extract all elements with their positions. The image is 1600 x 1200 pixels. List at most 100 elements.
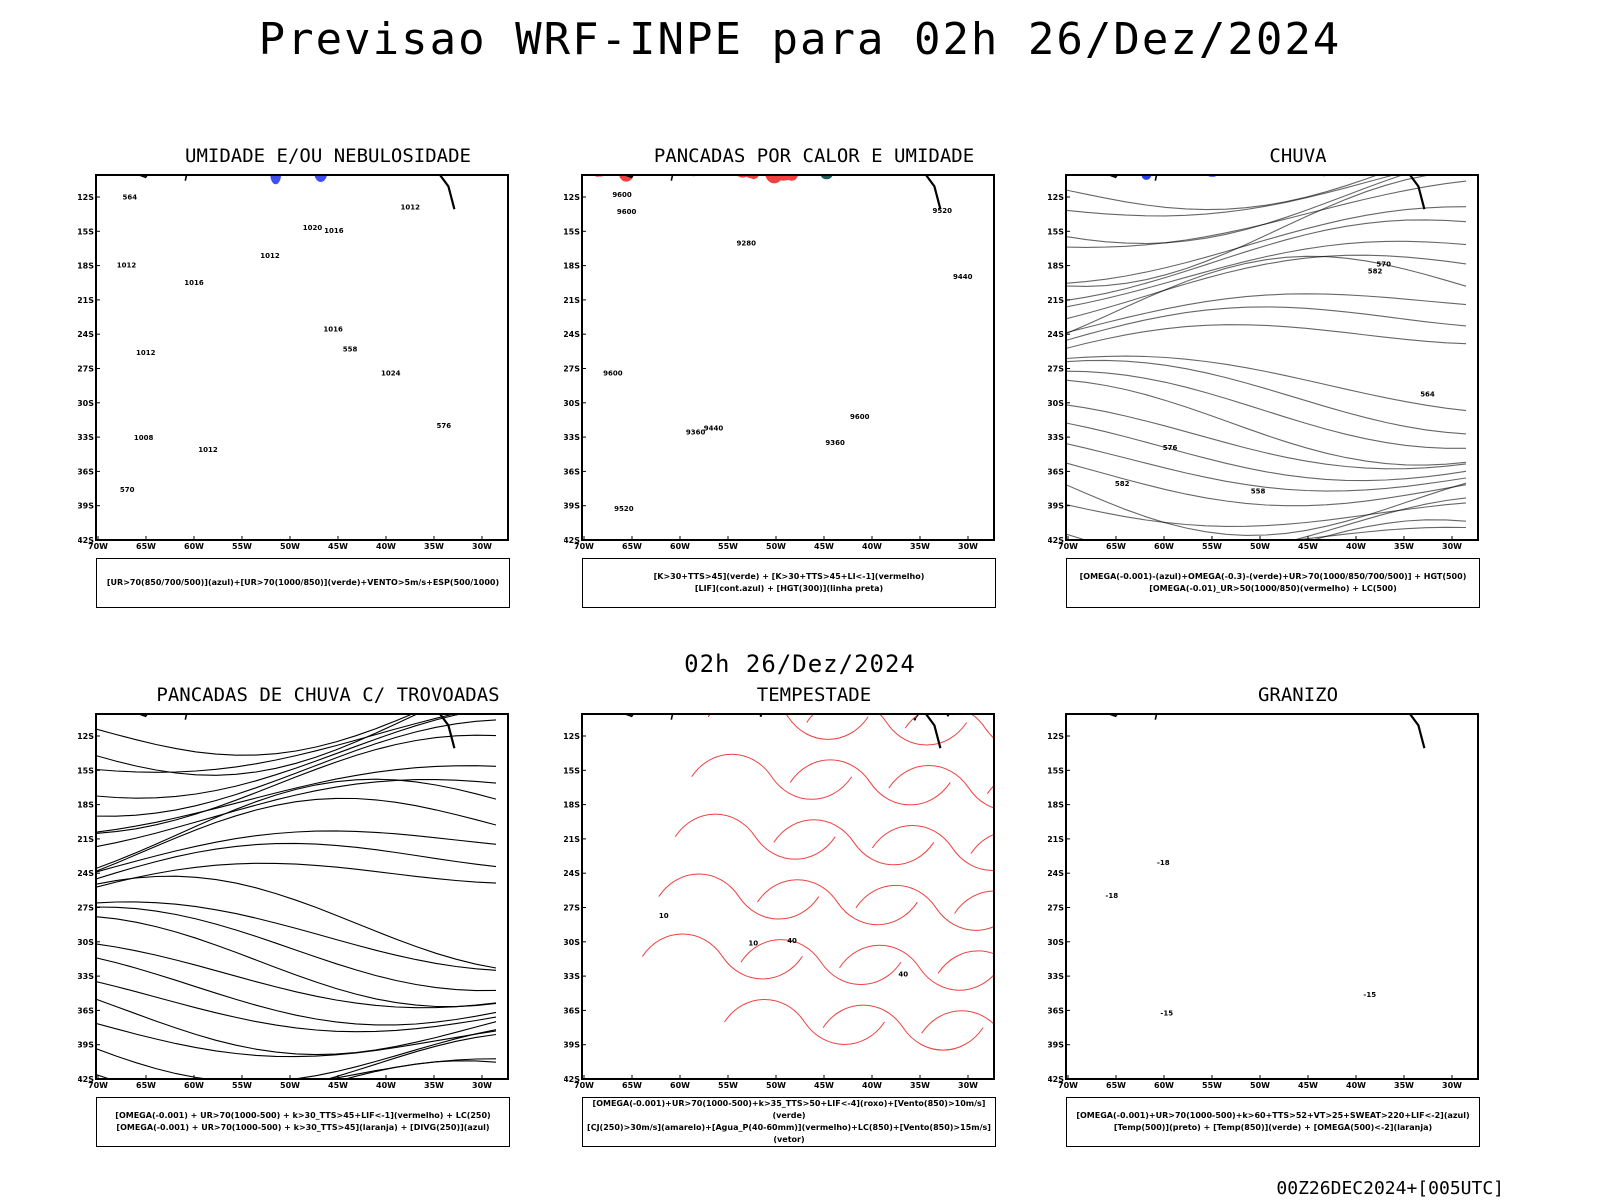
weather-shading bbox=[785, 175, 798, 181]
lat-label: 21S bbox=[1048, 296, 1064, 305]
weather-shading bbox=[297, 714, 299, 715]
lat-label: 21S bbox=[78, 296, 94, 305]
wind-vector-head bbox=[699, 699, 701, 701]
lat-label: 27S bbox=[564, 365, 580, 374]
weather-shading bbox=[820, 175, 833, 180]
lat-label: 15S bbox=[564, 766, 580, 775]
pressure-contour bbox=[724, 999, 885, 1045]
weather-shading bbox=[286, 690, 296, 702]
streamline bbox=[96, 943, 497, 1009]
panel-title: TEMPESTADE bbox=[756, 684, 872, 706]
legend-line: [UR>70(850/700/500)](azul)+[UR>70(1000/8… bbox=[106, 578, 500, 587]
streamline bbox=[96, 862, 497, 897]
weather-shading bbox=[688, 175, 699, 177]
streamline bbox=[1066, 175, 1396, 217]
weather-shading bbox=[252, 158, 275, 175]
lat-label: 30S bbox=[1048, 399, 1064, 408]
legend-box: [OMEGA(-0.001)+UR>70(1000-500)+k>35_TTS>… bbox=[582, 1097, 996, 1147]
weather-shading bbox=[354, 145, 392, 168]
contour-label: 9600 bbox=[617, 208, 637, 216]
lon-label: 30W bbox=[958, 542, 978, 551]
lat-label: 30S bbox=[564, 399, 580, 408]
panel-chuva: CHUVA 582 570 564 558 582 576 12S 15S 18S 21S 24S 2… bbox=[1048, 145, 1548, 645]
wind-vector-head bbox=[708, 701, 710, 703]
streamline bbox=[96, 714, 457, 773]
lat-label: 42S bbox=[1048, 536, 1064, 545]
map-layers: 10 10 40 40 bbox=[622, 696, 994, 1051]
lat-label: 24S bbox=[564, 330, 580, 339]
weather-shading bbox=[817, 175, 824, 176]
lon-label: 45W bbox=[328, 542, 348, 551]
lat-label: 12S bbox=[78, 732, 94, 741]
weather-shading bbox=[1128, 145, 1146, 150]
country-border bbox=[111, 684, 119, 704]
contour-label: 570 bbox=[1376, 261, 1391, 269]
streamline bbox=[96, 1033, 497, 1079]
contour-label: 9280 bbox=[736, 239, 756, 247]
contour-label: -18 bbox=[1157, 859, 1170, 867]
lat-label: 39S bbox=[78, 1041, 94, 1050]
lat-label: 18S bbox=[1048, 801, 1064, 810]
weather-shading bbox=[1189, 162, 1199, 166]
lat-label: 39S bbox=[564, 1041, 580, 1050]
lon-label: 60W bbox=[1154, 542, 1174, 551]
lon-label: 40W bbox=[376, 1081, 396, 1090]
legend-line: [OMEGA(-0.001)-(azul)+OMEGA(-0.3)-(verde… bbox=[1079, 572, 1467, 581]
wind-vector-head bbox=[895, 696, 897, 698]
weather-shading bbox=[223, 154, 249, 168]
lat-label: 36S bbox=[78, 1006, 94, 1015]
lon-label: 35W bbox=[424, 542, 444, 551]
lon-label: 55W bbox=[718, 1081, 738, 1090]
streamline bbox=[1066, 293, 1467, 334]
lon-label: 35W bbox=[1394, 1081, 1414, 1090]
wind-vector bbox=[794, 698, 796, 705]
wind-vector bbox=[952, 714, 953, 715]
streamline bbox=[96, 714, 463, 799]
weather-shading bbox=[243, 145, 270, 175]
wind-vector-head bbox=[638, 709, 640, 711]
lon-label: 45W bbox=[328, 1081, 348, 1090]
humidity-contour bbox=[233, 149, 265, 155]
streamline bbox=[1066, 240, 1467, 308]
pressure-contour bbox=[691, 753, 853, 800]
weather-shading bbox=[316, 684, 325, 689]
humidity-contour bbox=[482, 154, 514, 160]
lat-label: 18S bbox=[78, 262, 94, 271]
contour-label: -18 bbox=[1105, 892, 1118, 900]
weather-shading bbox=[581, 148, 604, 170]
lat-label: 27S bbox=[1048, 904, 1064, 913]
map-frame bbox=[1065, 713, 1479, 1080]
map-frame bbox=[95, 713, 509, 1080]
weather-shading bbox=[263, 685, 280, 692]
weather-shading bbox=[1294, 145, 1301, 154]
lat-label: 33S bbox=[1048, 972, 1064, 981]
lat-label: 27S bbox=[78, 904, 94, 913]
lon-label: 40W bbox=[862, 542, 882, 551]
panel-granizo: GRANIZO -18 -15 -15 -18 12S 15S 18S 21S 24S 27S 30… bbox=[1048, 684, 1548, 1184]
weather-shading bbox=[1113, 145, 1123, 147]
streamline bbox=[96, 1022, 497, 1058]
country-border bbox=[136, 175, 149, 179]
lat-label: 42S bbox=[1048, 1075, 1064, 1084]
lon-label: 65W bbox=[136, 542, 156, 551]
lat-label: 12S bbox=[1048, 732, 1064, 741]
lat-label: 39S bbox=[1048, 1041, 1064, 1050]
panel-title: GRANIZO bbox=[1257, 684, 1339, 706]
lon-label: 45W bbox=[814, 1081, 834, 1090]
contour-label: 9600 bbox=[612, 191, 632, 199]
contour-label: 10 bbox=[659, 912, 669, 920]
legend-line: [OMEGA(-0.001)+UR>70(1000-500)+k>35_TTS>… bbox=[592, 1099, 986, 1120]
country-border bbox=[597, 145, 605, 165]
pressure-contour bbox=[658, 873, 820, 920]
streamline bbox=[1066, 422, 1467, 482]
lat-label: 18S bbox=[564, 801, 580, 810]
forecast-map: 10 10 40 40 12S 15S 18S 21S 24S 27S 30S 33S 36S 39S 42… bbox=[564, 696, 995, 1090]
lat-label: 21S bbox=[78, 835, 94, 844]
forecast-map: -18 -15 -15 -18 12S 15S 18S 21S 24S 27S 30S 33S 36S 3… bbox=[1048, 713, 1479, 1090]
panel-pancadas-calor: PANCADAS POR CALOR E UMIDADE 9600 9600 960… bbox=[564, 145, 1064, 645]
weather-shading bbox=[735, 153, 751, 169]
streamline bbox=[96, 1060, 497, 1079]
weather-shading bbox=[770, 145, 792, 165]
streamline bbox=[1066, 359, 1467, 435]
pressure-contour bbox=[937, 950, 994, 974]
